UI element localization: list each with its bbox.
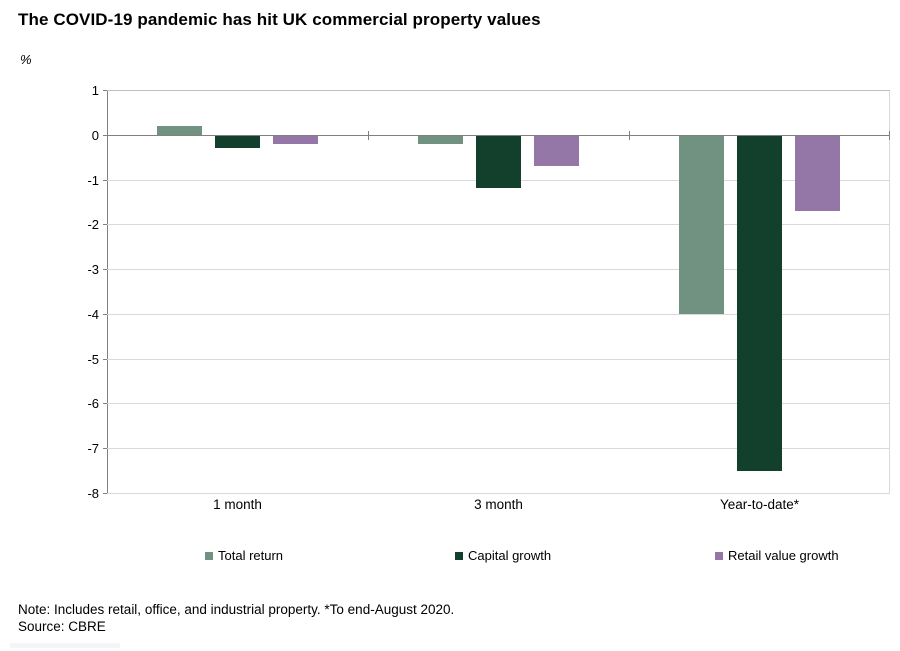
legend-item-retail-value-growth: Retail value growth [715, 548, 839, 563]
gridline--5 [107, 358, 890, 360]
capital-growth-swatch-icon [455, 551, 463, 560]
x-axis-label-3-month: 3 month [474, 497, 523, 512]
legend-item-capital-growth: Capital growth [455, 548, 551, 563]
y-axis-tick-label--4: -4 [87, 306, 99, 322]
y-axis-tick-0 [103, 134, 107, 136]
y-axis-tick--7 [103, 448, 107, 450]
gridline-1 [107, 90, 890, 91]
gridline--8 [107, 493, 890, 494]
y-axis-tick--5 [103, 358, 107, 360]
bar-capital-growth-1-month [215, 134, 260, 149]
y-axis-tick--2 [103, 224, 107, 226]
bar-retail-value-growth-1-month [273, 134, 318, 144]
legend-label: Retail value growth [728, 548, 839, 563]
y-axis-tick-1 [103, 90, 107, 91]
y-axis-tick-label--3: -3 [87, 262, 99, 278]
y-axis-tick-label--7: -7 [87, 441, 99, 457]
plot-right-border [889, 90, 890, 493]
x-axis-label-year-to-date: Year-to-date* [719, 497, 800, 512]
gridline--4 [107, 313, 890, 315]
bar-total-return-year-to-date- [679, 134, 724, 314]
bar-capital-growth-year-to-date- [737, 134, 782, 471]
x-axis-tick-1 [368, 130, 369, 140]
y-axis-tick-label-0: 0 [91, 127, 99, 143]
legend-label: Total return [218, 548, 284, 563]
legend-label: Capital growth [468, 548, 552, 563]
bar-total-return-3-month [418, 134, 463, 144]
y-axis-tick-label--5: -5 [87, 351, 99, 367]
gridline--6 [107, 403, 890, 405]
y-axis-tick-label--1: -1 [87, 172, 99, 188]
y-axis-line [107, 90, 108, 493]
y-axis-tick--4 [103, 313, 107, 315]
bar-retail-value-growth-year-to-date- [795, 134, 840, 211]
bottom-strip [10, 643, 120, 648]
y-axis-unit-label: % [20, 52, 32, 67]
gridline--3 [107, 269, 890, 271]
x-axis-tick-2 [629, 130, 630, 140]
bar-chart-plot-area [103, 90, 890, 494]
x-axis-tick-3 [889, 130, 890, 140]
y-axis-tick--8 [103, 493, 107, 494]
gridline--2 [107, 224, 890, 226]
retail-value-growth-swatch-icon [715, 551, 723, 560]
y-axis-tick-label--8: -8 [87, 486, 99, 501]
x-axis-label-1-month: 1 month [213, 497, 262, 512]
bar-capital-growth-3-month [476, 134, 521, 189]
chart-title: The COVID-19 pandemic has hit UK commerc… [18, 10, 541, 29]
y-axis-tick--3 [103, 269, 107, 271]
y-axis-tick-label--2: -2 [87, 217, 99, 233]
y-axis-tick--1 [103, 179, 107, 181]
y-axis-tick--6 [103, 403, 107, 405]
source-text: Source: CBRE [18, 619, 106, 634]
x-axis-tick-0 [107, 130, 108, 140]
bar-retail-value-growth-3-month [534, 134, 579, 167]
gridline--7 [107, 448, 890, 450]
footnote-block: Note: Includes retail, office, and indus… [18, 601, 454, 635]
bar-total-return-1-month [157, 125, 202, 135]
x-axis-zero-line [107, 134, 890, 136]
total-return-swatch-icon [205, 551, 213, 560]
legend-item-total-return: Total return [205, 548, 283, 563]
y-axis-tick-label-1: 1 [91, 83, 99, 98]
y-axis-tick-label--6: -6 [87, 396, 99, 412]
note-text: Note: Includes retail, office, and indus… [18, 602, 455, 617]
